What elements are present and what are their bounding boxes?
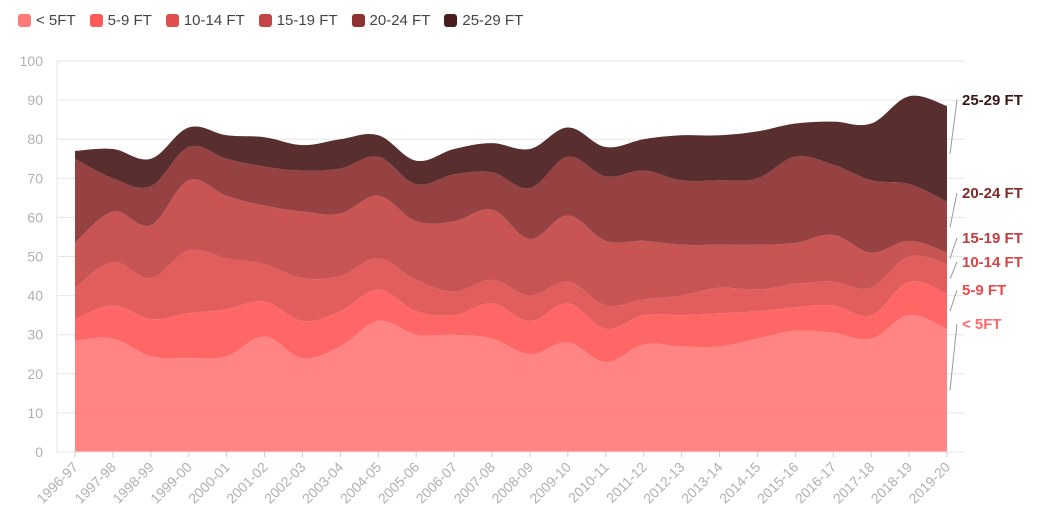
area-series-4[interactable]	[75, 145, 947, 253]
end-label-series-1: 5-9 FT	[962, 282, 1006, 299]
x-tick-label: 1997-98	[71, 459, 119, 507]
legend-swatch-20-24ft	[351, 14, 365, 27]
end-label-connector	[949, 99, 958, 154]
x-tick-label: 2001-02	[223, 459, 271, 507]
x-tick-label: 2003-04	[299, 459, 347, 507]
x-tick-label: 2008-09	[488, 459, 536, 507]
legend-swatch-25-29ft	[444, 14, 458, 27]
legend-item-25-29ft[interactable]: 25-29 FT	[444, 12, 523, 29]
legend-item-10-14ft[interactable]: 10-14 FT	[165, 12, 245, 29]
x-tick-label: 2013-14	[678, 459, 726, 507]
x-tick-label: 2007-08	[451, 459, 499, 507]
end-label-series-4: 20-24 FT	[962, 185, 1023, 202]
x-tick-label: 2002-03	[261, 459, 309, 507]
x-tick-label: 1999-00	[147, 459, 195, 507]
areas	[75, 95, 947, 452]
legend-item-20-24ft[interactable]: 20-24 FT	[351, 12, 431, 29]
area-series-0[interactable]	[75, 314, 947, 452]
x-tick-label: 2004-05	[337, 459, 385, 507]
legend-label-25-29ft: 25-29 FT	[462, 12, 524, 29]
legend-label-20-24ft: 20-24 FT	[369, 12, 431, 29]
x-tick-label: 2006-07	[413, 459, 461, 507]
legend-swatch-5-9ft	[89, 14, 103, 27]
y-tick-label: 10	[27, 405, 43, 421]
end-label-connector	[949, 323, 958, 391]
end-labels: 25-29 FT 20-24 FT 15-19 FT 10-14 FT 5-9 FT < …	[949, 92, 1023, 391]
x-tick-label: 2014-15	[716, 459, 764, 507]
legend-label-10-14ft: 10-14 FT	[183, 12, 245, 29]
y-tick-label: 30	[27, 327, 43, 343]
y-tick-label: 60	[27, 209, 43, 225]
y-tick-label: 80	[27, 131, 43, 147]
y-tick-label: 20	[27, 366, 43, 382]
end-label-series-5: 25-29 FT	[962, 92, 1023, 109]
area-series-2[interactable]	[75, 249, 947, 330]
x-tick-label: 1998-99	[109, 459, 157, 507]
x-tick-label: 2017-18	[830, 459, 878, 507]
legend: < 5FT 5-9 FT 10-14 FT 15-19 FT 20-24 FT …	[18, 12, 523, 29]
x-tick-label: 2010-11	[565, 459, 612, 506]
y-tick-label: 70	[27, 170, 43, 186]
x-tick-label: 2009-10	[526, 459, 574, 507]
x-tick-label: 2005-06	[375, 459, 423, 507]
legend-swatch-10-14ft	[165, 14, 179, 27]
x-tick-label: 2019-20	[905, 459, 953, 507]
legend-item-15-19ft[interactable]: 15-19 FT	[258, 12, 338, 29]
x-tick-label: 1996-97	[33, 459, 81, 507]
end-label-connector	[949, 261, 958, 280]
end-label-connector	[949, 192, 958, 228]
y-tick-label: 90	[27, 92, 43, 108]
end-label-series-2: 10-14 FT	[962, 254, 1023, 271]
area-series-1[interactable]	[75, 281, 947, 363]
x-tick-label: 2015-16	[754, 459, 802, 507]
legend-label-5-9ft: 5-9 FT	[107, 12, 152, 29]
y-tick-label: 50	[27, 249, 43, 265]
y-tick-label: 40	[27, 288, 43, 304]
x-tick-label: 2018-19	[868, 459, 916, 507]
legend-swatch-lt-5ft	[18, 14, 31, 27]
x-axis: 1996-971997-981998-991999-002000-012001-…	[33, 451, 965, 507]
end-label-connector	[949, 289, 958, 312]
legend-item-5-9ft[interactable]: 5-9 FT	[89, 12, 152, 29]
end-label-series-3: 15-19 FT	[962, 230, 1023, 247]
y-tick-label: 0	[35, 444, 43, 460]
legend-label-lt-5ft: < 5FT	[36, 12, 76, 29]
y-tick-label: 100	[20, 53, 44, 69]
legend-swatch-15-19ft	[258, 14, 272, 27]
legend-label-15-19ft: 15-19 FT	[276, 12, 338, 29]
area-series-3[interactable]	[75, 179, 947, 307]
area-series-5[interactable]	[75, 95, 947, 202]
end-label-series-0: < 5FT	[962, 316, 1002, 333]
x-tick-label: 2000-01	[185, 459, 233, 507]
end-label-connector	[949, 237, 958, 259]
x-tick-label: 2012-13	[640, 459, 688, 507]
legend-item-lt-5ft[interactable]: < 5FT	[18, 12, 76, 29]
x-tick-label: 2016-17	[792, 459, 840, 507]
